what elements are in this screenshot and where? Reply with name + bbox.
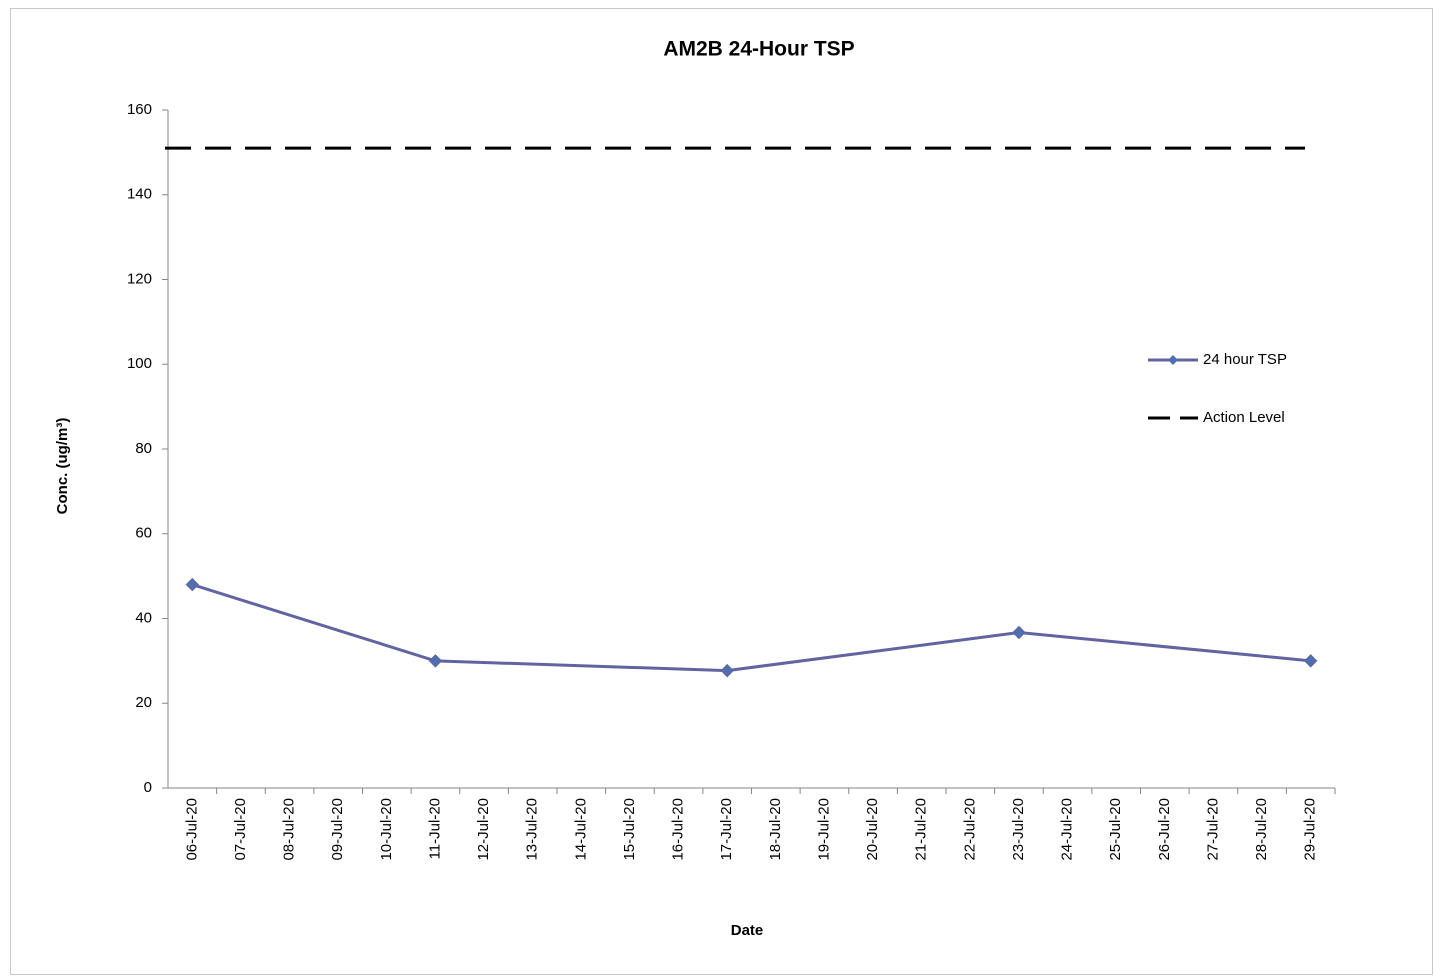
data-point (720, 663, 734, 678)
legend-marker (1168, 355, 1178, 365)
legend-label: 24 hour TSP (1203, 351, 1287, 368)
x-tick-label: 19-Jul-20 (815, 798, 832, 861)
x-tick-label: 20-Jul-20 (864, 798, 881, 861)
x-tick-label: 14-Jul-20 (572, 798, 589, 861)
x-tick-label: 06-Jul-20 (183, 798, 200, 861)
y-tick-label: 100 (127, 355, 152, 372)
x-tick-label: 24-Jul-20 (1059, 798, 1076, 861)
y-tick-label: 120 (127, 270, 152, 287)
x-tick-label: 23-Jul-20 (1010, 798, 1027, 861)
x-tick-label: 22-Jul-20 (961, 798, 978, 861)
x-tick-label: 25-Jul-20 (1107, 798, 1124, 861)
x-tick-label: 28-Jul-20 (1253, 798, 1270, 861)
x-tick-label: 10-Jul-20 (378, 798, 395, 861)
x-tick-label: 09-Jul-20 (329, 798, 346, 861)
y-tick-label: 20 (135, 694, 152, 711)
chart-frame (10, 8, 1433, 975)
data-point (1303, 654, 1318, 668)
y-tick-label: 40 (135, 609, 152, 626)
y-tick-label: 60 (135, 525, 152, 542)
data-point (428, 654, 443, 668)
x-tick-label: 16-Jul-20 (670, 798, 687, 861)
x-tick-label: 12-Jul-20 (475, 798, 492, 861)
y-tick-label: 0 (144, 779, 152, 796)
y-tick-label: 140 (127, 186, 152, 203)
x-tick-label: 21-Jul-20 (913, 798, 930, 861)
x-tick-label: 11-Jul-20 (426, 798, 443, 859)
chart-title: AM2B 24-Hour TSP (663, 38, 854, 61)
x-tick-label: 26-Jul-20 (1156, 798, 1173, 861)
x-axis-label: Date (731, 922, 764, 939)
y-tick-label: 160 (127, 101, 152, 118)
x-tick-label: 18-Jul-20 (767, 798, 784, 861)
x-tick-label: 17-Jul-20 (718, 798, 735, 861)
x-tick-label: 08-Jul-20 (281, 798, 298, 861)
x-tick-label: 15-Jul-20 (621, 798, 638, 861)
x-tick-label: 13-Jul-20 (524, 798, 541, 861)
x-tick-label: 07-Jul-20 (232, 798, 249, 861)
legend-label: Action Level (1203, 409, 1285, 426)
data-point (185, 577, 200, 592)
data-point (1012, 625, 1026, 640)
x-tick-label: 27-Jul-20 (1204, 798, 1221, 861)
y-axis-label: Conc. (ug/m³) (54, 418, 71, 515)
y-tick-label: 80 (135, 440, 152, 457)
x-tick-label: 29-Jul-20 (1302, 798, 1319, 861)
